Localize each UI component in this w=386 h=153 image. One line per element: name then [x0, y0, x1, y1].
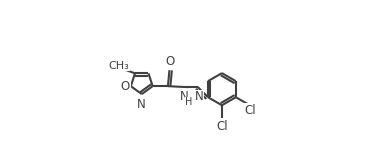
Text: O: O — [166, 55, 175, 68]
Text: CH₃: CH₃ — [108, 61, 129, 71]
Text: H: H — [185, 97, 193, 107]
Text: N: N — [180, 90, 189, 103]
Text: N: N — [195, 90, 204, 103]
Text: N: N — [137, 98, 146, 110]
Text: Cl: Cl — [216, 120, 228, 133]
Text: Cl: Cl — [244, 104, 256, 117]
Text: O: O — [121, 80, 130, 93]
